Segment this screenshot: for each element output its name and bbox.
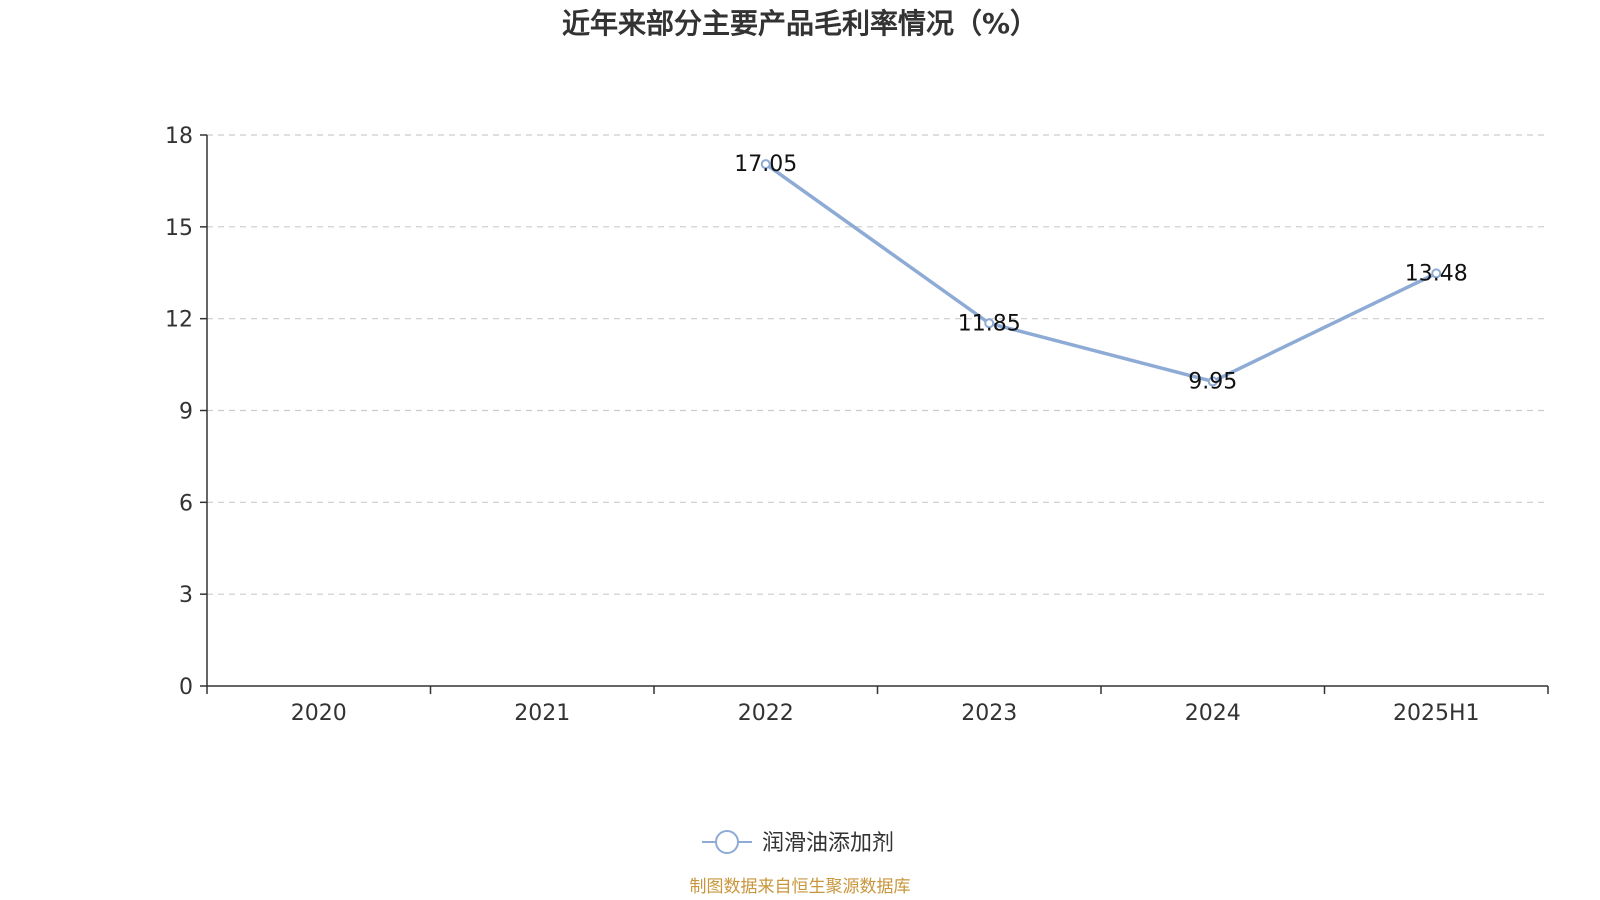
axes: 0 3 6 9 12 15 18 2020 2021 2022 2023 2024 2025H1 [165, 124, 1549, 726]
y-tick-label: 0 [179, 675, 193, 700]
legend[interactable]: 润滑油添加剂 [702, 830, 894, 856]
legend-marker-icon [715, 830, 739, 854]
data-point[interactable] [1431, 268, 1442, 279]
x-tick-label: 2021 [514, 701, 570, 726]
data-point[interactable] [1207, 376, 1218, 387]
y-tick-label: 9 [179, 400, 193, 425]
data-label: 17.05 [734, 152, 797, 177]
data-label: 13.48 [1405, 261, 1468, 286]
y-tick-label: 18 [165, 124, 193, 149]
series-layer [760, 159, 1442, 387]
y-tick-label: 6 [179, 491, 193, 516]
y-tick-label: 3 [179, 583, 193, 608]
x-tick-label: 2020 [291, 701, 347, 726]
chart-title: 近年来部分主要产品毛利率情况（%） [562, 7, 1038, 40]
y-tick-label: 15 [165, 216, 193, 241]
data-point[interactable] [760, 159, 771, 170]
data-label: 11.85 [958, 311, 1021, 336]
x-tick-label: 2022 [738, 701, 794, 726]
data-point[interactable] [984, 318, 995, 329]
x-tick-label: 2025H1 [1393, 701, 1480, 726]
grid-lines [207, 134, 1548, 595]
x-tick-label: 2023 [961, 701, 1017, 726]
y-tick-label: 12 [165, 308, 193, 333]
data-label: 9.95 [1188, 369, 1237, 394]
source-note: 制图数据来自恒生聚源数据库 [690, 877, 911, 897]
x-tick-label: 2024 [1185, 701, 1241, 726]
legend-label: 润滑油添加剂 [762, 831, 894, 856]
series-line [764, 162, 1438, 384]
data-labels: 17.05 11.85 9.95 13.48 [734, 152, 1467, 394]
